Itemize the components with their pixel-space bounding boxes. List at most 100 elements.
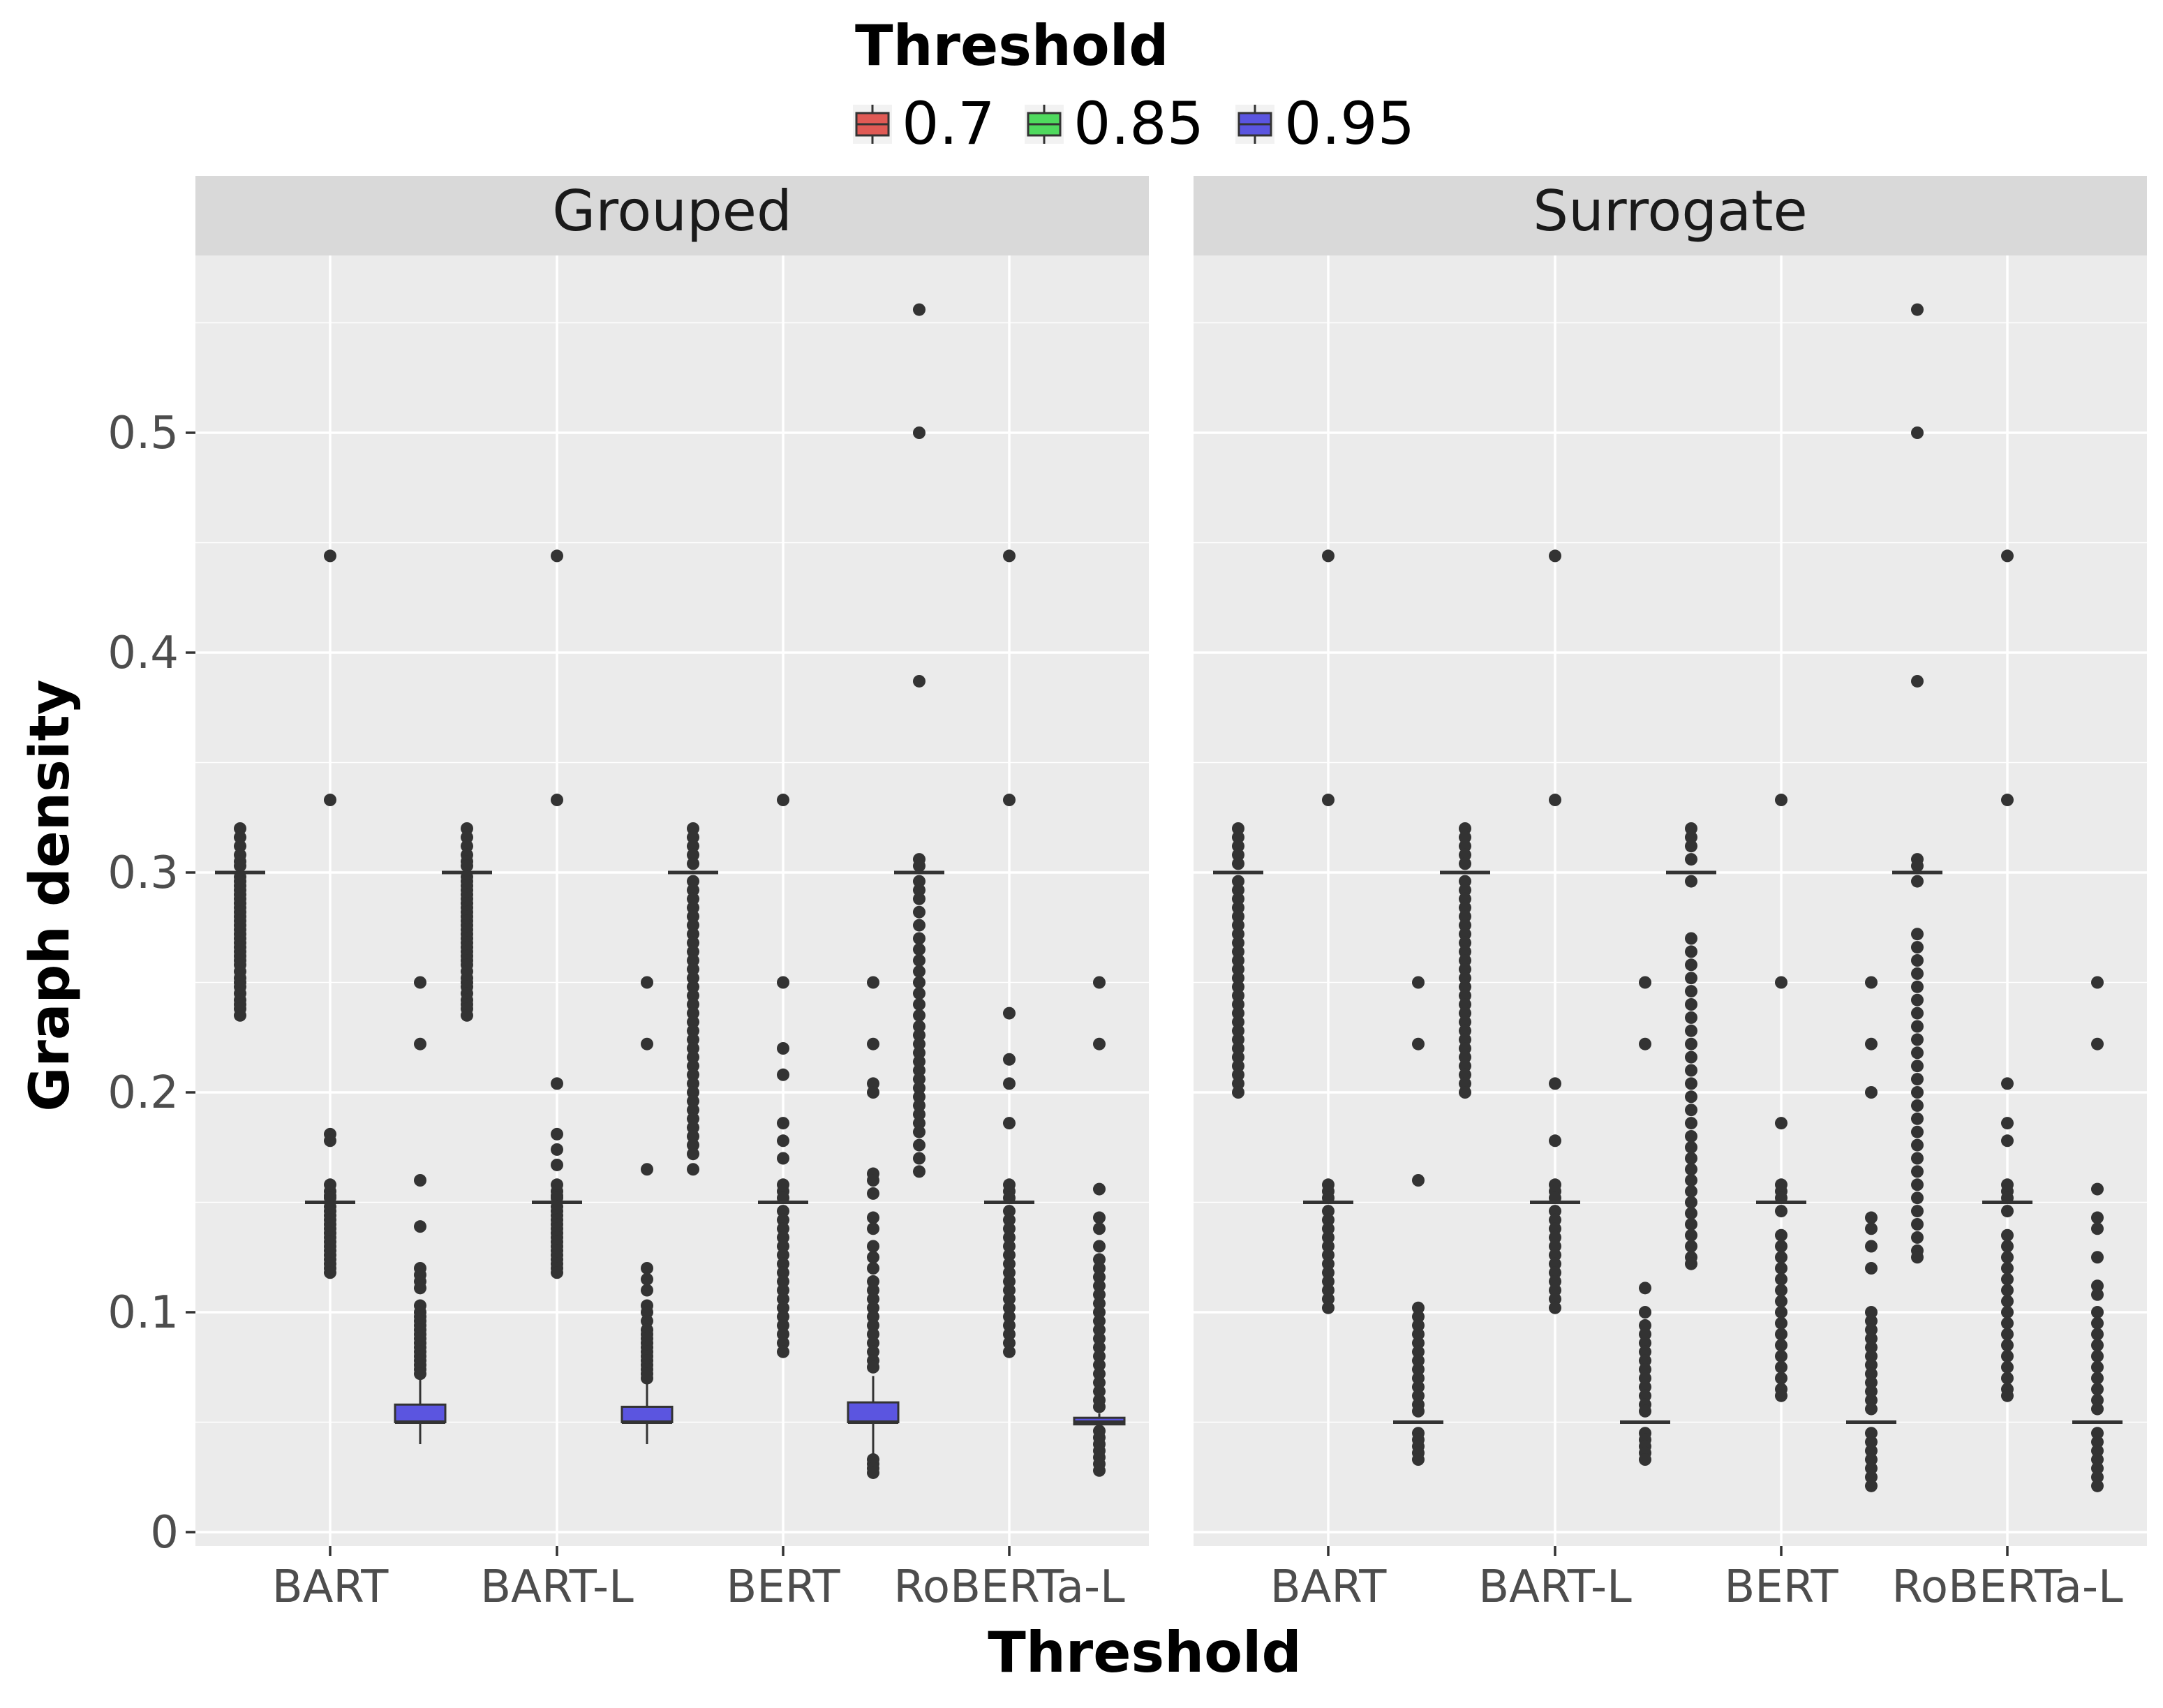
- outlier-point: [1549, 1077, 1561, 1090]
- outlier-point: [2091, 1339, 2104, 1352]
- outlier-point: [1003, 1275, 1016, 1288]
- outlier-point: [461, 831, 473, 844]
- outlier-point: [1685, 1141, 1697, 1154]
- outlier-point: [777, 1345, 789, 1358]
- outlier-point: [913, 1029, 926, 1042]
- outlier-point: [324, 1191, 336, 1205]
- outlier-point: [913, 1138, 926, 1152]
- box-0-95: [620, 976, 674, 1444]
- outlier-point: [641, 1272, 653, 1286]
- outlier-point: [777, 1117, 789, 1130]
- box-0-7: [668, 822, 718, 1176]
- outlier-point: [1232, 945, 1244, 958]
- outlier-point: [867, 1319, 879, 1332]
- outlier-point: [913, 1055, 926, 1068]
- outlier-point: [1412, 1354, 1425, 1367]
- outlier-point: [2001, 1295, 2014, 1308]
- box-0-95: [1393, 976, 1443, 1466]
- outlier-point: [777, 1191, 789, 1205]
- outlier-point: [777, 1042, 789, 1055]
- outlier-point: [1322, 1222, 1335, 1235]
- outlier-point: [1685, 1117, 1697, 1130]
- outlier-point: [1232, 1016, 1244, 1029]
- box-0-7: [1213, 822, 1263, 1099]
- outlier-point: [2001, 1306, 2014, 1319]
- outlier-point: [1865, 976, 1878, 989]
- outlier-point: [1232, 857, 1244, 870]
- outlier-point: [867, 1174, 879, 1187]
- outlier-point: [1003, 1205, 1016, 1218]
- outlier-point: [1685, 932, 1697, 945]
- outlier-point: [324, 794, 336, 807]
- outlier-point: [687, 822, 699, 835]
- outlier-point: [1865, 1358, 1878, 1372]
- outlier-point: [1232, 875, 1244, 888]
- outlier-point: [687, 848, 699, 861]
- outlier-point: [1003, 1240, 1016, 1253]
- facet-surrogate: Surrogate: [1194, 176, 2147, 1546]
- outlier-point: [777, 1319, 789, 1332]
- facet-strip-surrogate: [1194, 176, 2147, 255]
- outlier-point: [687, 989, 699, 1002]
- outlier-point: [1685, 1257, 1697, 1270]
- y-tick-label: 0.2: [107, 1067, 179, 1119]
- x-tick-label: BART: [272, 1561, 389, 1613]
- outlier-point: [1322, 1266, 1335, 1279]
- outlier-point: [1685, 1104, 1697, 1117]
- outlier-point: [1459, 875, 1471, 888]
- outlier-point: [1459, 848, 1471, 861]
- box-0-85: [1756, 794, 1806, 1402]
- outlier-point: [1412, 1362, 1425, 1376]
- outlier-point: [1093, 1332, 1106, 1345]
- outlier-point: [1775, 1284, 1787, 1297]
- outlier-point: [913, 1009, 926, 1022]
- outlier-point: [1549, 1249, 1561, 1262]
- outlier-point: [1865, 1086, 1878, 1099]
- outlier-point: [913, 884, 926, 897]
- outlier-point: [1412, 1372, 1425, 1385]
- outlier-point: [1775, 1262, 1787, 1275]
- outlier-point: [1232, 884, 1244, 897]
- outlier-point: [1685, 1240, 1697, 1253]
- outlier-point: [1459, 857, 1471, 870]
- outlier-point: [2091, 1372, 2104, 1385]
- outlier-point: [1685, 875, 1697, 888]
- outlier-point: [913, 1099, 926, 1112]
- outlier-point: [687, 1104, 699, 1117]
- outlier-point: [1322, 794, 1335, 807]
- outlier-point: [777, 1249, 789, 1262]
- outlier-point: [414, 1220, 426, 1233]
- outlier-point: [1093, 1341, 1106, 1354]
- outlier-point: [1685, 1174, 1697, 1187]
- outlier-point: [1639, 1337, 1651, 1350]
- outlier-point: [1865, 1385, 1878, 1398]
- outlier-point: [867, 1310, 879, 1323]
- outlier-point: [913, 1165, 926, 1178]
- outlier-point: [1093, 1222, 1106, 1235]
- outlier-point: [2001, 1191, 2014, 1205]
- y-tick-label: 0.1: [107, 1287, 179, 1339]
- outlier-point: [867, 1037, 879, 1050]
- outlier-point: [1232, 910, 1244, 923]
- outlier-point: [913, 905, 926, 919]
- outlier-point: [414, 1282, 426, 1295]
- outlier-point: [1459, 989, 1471, 1002]
- outlier-point: [1322, 1240, 1335, 1253]
- outlier-point: [1412, 1389, 1425, 1402]
- outlier-point: [2001, 1316, 2014, 1330]
- outlier-point: [1865, 1402, 1878, 1416]
- outlier-point: [1232, 928, 1244, 941]
- outlier-point: [2091, 1037, 2104, 1050]
- outlier-point: [687, 840, 699, 853]
- outlier-point: [2091, 1462, 2104, 1475]
- outlier-point: [913, 892, 926, 905]
- outlier-point: [1865, 1211, 1878, 1224]
- outlier-point: [867, 1293, 879, 1306]
- outlier-point: [2091, 1360, 2104, 1374]
- outlier-point: [1459, 972, 1471, 985]
- outlier-point: [1775, 1328, 1787, 1341]
- outlier-point: [1232, 822, 1244, 835]
- outlier-point: [1685, 1130, 1697, 1143]
- outlier-point: [913, 998, 926, 1011]
- outlier-point: [1232, 1050, 1244, 1064]
